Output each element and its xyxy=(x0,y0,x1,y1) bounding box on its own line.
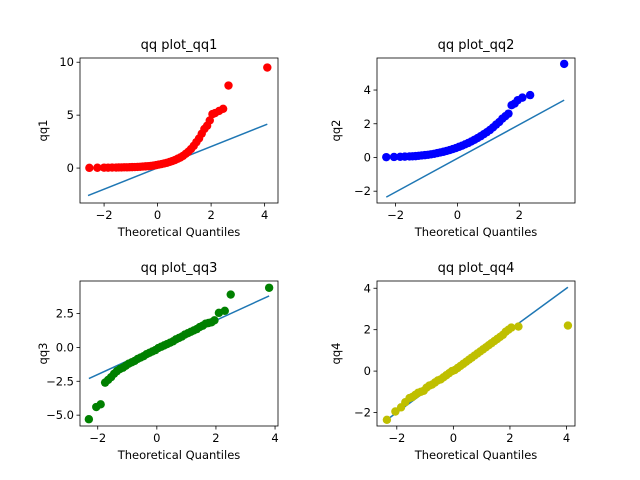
data-point xyxy=(93,163,102,172)
x-tick-label: 0 xyxy=(454,208,461,222)
plot-area xyxy=(382,286,573,424)
chart-title: qq plot_qq4 xyxy=(438,261,515,276)
reference-line xyxy=(385,99,565,198)
data-point xyxy=(263,63,272,72)
x-tick-label: 2 xyxy=(516,208,523,222)
data-point xyxy=(518,93,527,102)
y-tick-label: 0 xyxy=(364,364,371,378)
data-point xyxy=(559,59,569,69)
x-tick-label: 2 xyxy=(506,431,513,445)
x-axis-label: Theoretical Quantiles xyxy=(117,225,241,239)
x-tick-label: 0 xyxy=(450,431,457,445)
x-tick-label: 2 xyxy=(207,208,214,222)
axes-frame xyxy=(376,57,576,204)
y-tick-label: 10 xyxy=(59,55,74,69)
data-point xyxy=(210,316,219,325)
axes-frame xyxy=(376,280,576,427)
data-point xyxy=(226,290,235,299)
y-axis-label: qq1 xyxy=(36,120,50,142)
x-tick-label: 4 xyxy=(271,431,278,445)
data-point xyxy=(84,415,94,424)
y-tick-label: 0 xyxy=(67,161,74,175)
subplot-4: qq plot_qq4 −2 0 2 4 −2 0 2 4 Theoretical Quantil… xyxy=(329,261,576,462)
y-tick-label: 2.5 xyxy=(56,307,74,321)
data-point xyxy=(382,152,391,162)
x-tick-label: 2 xyxy=(212,431,219,445)
data-point xyxy=(264,283,274,292)
plot-area xyxy=(84,283,274,424)
y-tick-label: −2 xyxy=(354,406,371,420)
data-point xyxy=(218,104,228,114)
subplot-3: qq plot_qq3 −2 0 2 4 −5.0 −2.5 0.0 2.5 Theoretica… xyxy=(36,261,279,462)
x-axis-label: Theoretical Quantiles xyxy=(117,448,241,462)
chart-title: qq plot_qq2 xyxy=(438,38,515,53)
y-tick-label: 0.0 xyxy=(56,340,74,354)
y-tick-label: 4 xyxy=(364,281,371,295)
data-point xyxy=(382,415,392,424)
x-tick-label: −2 xyxy=(89,431,106,445)
y-tick-label: −2.5 xyxy=(46,374,74,388)
data-point xyxy=(525,90,535,100)
y-tick-label: 0 xyxy=(364,150,371,164)
x-tick-label: 0 xyxy=(154,208,161,222)
x-tick-label: −2 xyxy=(96,208,113,222)
data-point xyxy=(85,163,94,173)
y-axis-label: qq4 xyxy=(329,343,343,365)
x-tick-label: 0 xyxy=(153,431,160,445)
x-axis-label: Theoretical Quantiles xyxy=(414,448,538,462)
data-point xyxy=(504,109,513,118)
x-tick-label: 4 xyxy=(261,208,268,222)
plot-area xyxy=(85,63,272,197)
y-tick-label: 2 xyxy=(364,323,371,337)
data-point xyxy=(563,321,573,330)
axes-frame xyxy=(79,280,279,427)
y-tick-label: 2 xyxy=(364,117,371,131)
x-axis-label: Theoretical Quantiles xyxy=(414,225,538,239)
y-tick-label: −5.0 xyxy=(46,408,74,422)
plot-area xyxy=(382,59,569,198)
subplot-2: qq plot_qq2 −2 0 2 −2 0 2 4 Theoretical Quantile… xyxy=(329,38,576,239)
chart-title: qq plot_qq3 xyxy=(141,261,218,276)
chart-title: qq plot_qq1 xyxy=(141,38,218,53)
x-tick-label: −2 xyxy=(387,208,404,222)
data-point xyxy=(224,81,233,90)
data-point xyxy=(507,323,516,332)
y-axis-label: qq3 xyxy=(36,343,50,365)
x-tick-label: −2 xyxy=(388,431,405,445)
data-point xyxy=(514,322,523,331)
y-tick-label: −2 xyxy=(354,184,371,198)
data-point xyxy=(220,306,230,316)
y-axis-label: qq2 xyxy=(329,120,343,142)
data-point xyxy=(96,400,105,409)
y-tick-label: 5 xyxy=(67,108,74,122)
x-tick-label: 4 xyxy=(563,431,570,445)
axes-frame xyxy=(79,57,279,204)
subplot-1: qq plot_qq1 −2 0 2 4 0 5 10 Theoretical Quantile… xyxy=(36,38,279,239)
data-point xyxy=(389,152,399,162)
data-point xyxy=(205,116,214,125)
y-tick-label: 4 xyxy=(364,83,371,97)
